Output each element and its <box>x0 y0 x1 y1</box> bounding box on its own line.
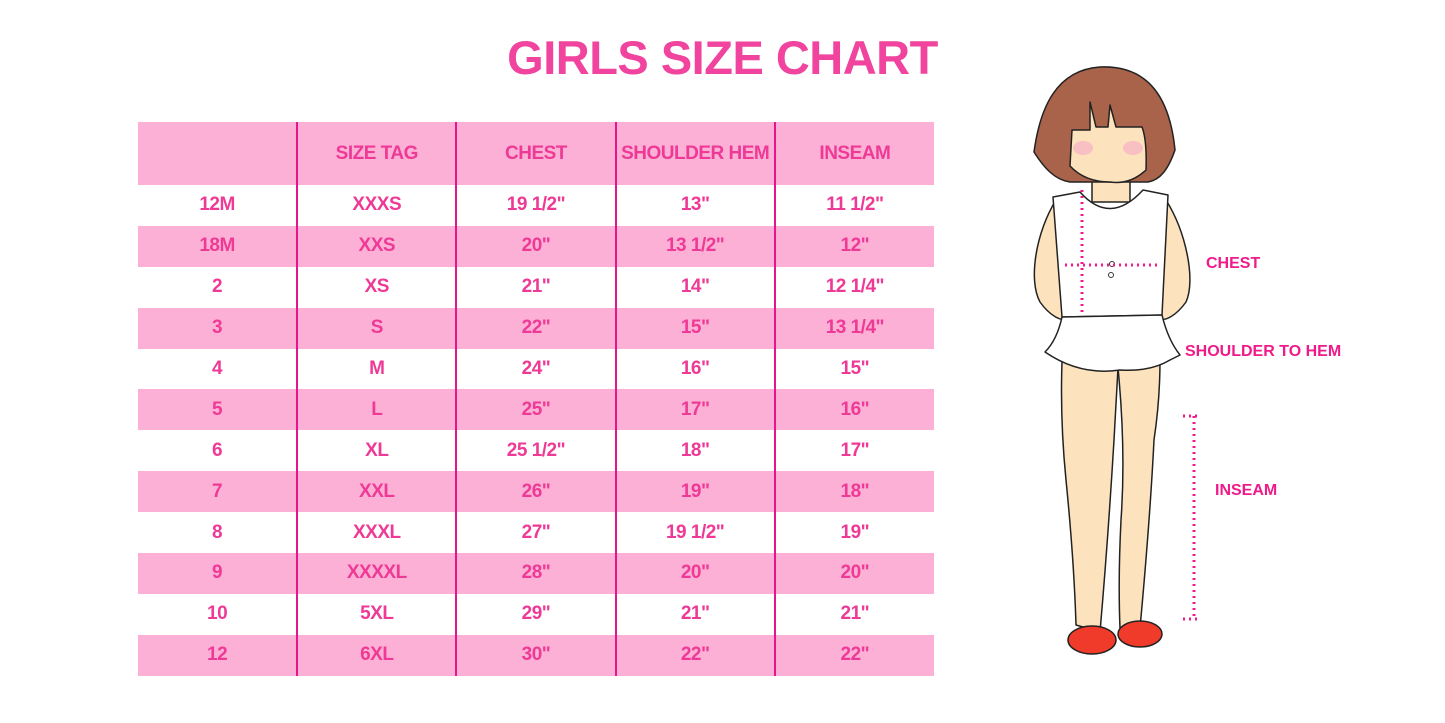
shoulder-to-hem-label: SHOULDER TO HEM <box>1185 343 1342 360</box>
cell-chest: 27" <box>455 512 616 554</box>
shirt <box>1052 189 1169 318</box>
cell-size-tag: M <box>296 348 457 390</box>
cell-inseam: 12" <box>773 225 934 267</box>
cell-shoulder-hem: 17" <box>614 389 775 431</box>
cell-size-tag: 6XL <box>296 634 457 676</box>
cell-size-tag: XXXL <box>296 512 457 554</box>
left-leg <box>1060 361 1119 633</box>
cell-chest: 28" <box>455 553 616 594</box>
skirt <box>1044 314 1181 372</box>
cell-chest: 19 1/2" <box>455 185 616 226</box>
cell-size: 3 <box>138 307 298 349</box>
table-row: 8 XXXL 27" 19 1/2" 19" <box>138 512 934 554</box>
cell-size-tag: XS <box>296 266 457 308</box>
left-shoe <box>1067 625 1117 655</box>
cell-chest: 20" <box>455 225 616 267</box>
cell-chest: 24" <box>455 348 616 390</box>
header-shoulder-hem: SHOULDER HEM <box>614 122 775 185</box>
header-size <box>138 122 298 185</box>
cell-shoulder-hem: 14" <box>614 266 775 308</box>
cell-chest: 26" <box>455 471 616 513</box>
cell-inseam: 11 1/2" <box>773 185 934 226</box>
right-leg <box>1117 359 1161 629</box>
header-size-tag: SIZE TAG <box>296 122 457 185</box>
cell-size: 2 <box>212 276 223 298</box>
cell-inseam: 17" <box>773 430 934 472</box>
table-row: 3 S 22" 15" 13 1/4" <box>138 307 934 349</box>
table-row: 12M XXXS 19 1/2" 13" 11 1/2" <box>138 185 934 226</box>
cell-inseam: 20" <box>773 553 934 594</box>
cell-size: 12 <box>138 634 298 676</box>
right-shoe <box>1117 620 1163 648</box>
table-row: 18M XXS 20" 13 1/2" 12" <box>138 225 934 267</box>
cell-chest: 22" <box>455 307 616 349</box>
cell-shoulder-hem: 13" <box>614 185 775 226</box>
inseam-label: INSEAM <box>1215 482 1278 499</box>
table-row: 7 XXL 26" 19" 18" <box>138 471 934 513</box>
cell-size: 7 <box>138 471 298 513</box>
header-inseam: INSEAM <box>773 122 934 185</box>
cell-size-tag: XL <box>296 430 457 472</box>
cell-shoulder-hem: 21" <box>614 593 775 635</box>
table-row: 4 M 24" 16" 15" <box>138 348 934 390</box>
chest-label: CHEST <box>1206 255 1261 272</box>
table-row: 12 6XL 30" 22" 22" <box>138 634 934 676</box>
cell-shoulder-hem: 22" <box>614 634 775 676</box>
cell-chest: 25 1/2" <box>455 430 616 472</box>
cell-inseam: 22" <box>773 634 934 676</box>
cell-size: 8 <box>212 521 223 543</box>
cell-size-tag: XXL <box>296 471 457 513</box>
cell-inseam: 21" <box>773 593 934 635</box>
cell-size: 10 <box>207 603 228 625</box>
cell-size-tag: XXXS <box>296 185 457 226</box>
cell-size: 5 <box>138 389 298 431</box>
page-title: GIRLS SIZE CHART <box>507 31 938 84</box>
cell-size-tag: S <box>296 307 457 349</box>
size-table: SIZE TAG CHEST SHOULDER HEM INSEAM 12M XX… <box>138 122 934 676</box>
cell-inseam: 12 1/4" <box>773 266 934 308</box>
cell-shoulder-hem: 19" <box>614 471 775 513</box>
cell-chest: 25" <box>455 389 616 431</box>
cell-size: 9 <box>138 553 298 594</box>
cell-size: 4 <box>212 358 223 379</box>
cell-size-tag: 5XL <box>296 593 457 635</box>
cell-size: 6 <box>212 439 223 461</box>
cell-size-tag: XXS <box>296 225 457 267</box>
cell-size-tag: L <box>296 389 457 431</box>
cell-inseam: 18" <box>773 471 934 513</box>
cell-size: 18M <box>138 225 298 267</box>
table-row: 9 XXXXL 28" 20" 20" <box>138 553 934 594</box>
cell-shoulder-hem: 19 1/2" <box>614 512 775 554</box>
cell-chest: 21" <box>455 266 616 308</box>
cell-shoulder-hem: 15" <box>614 307 775 349</box>
table-row: 5 L 25" 17" 16" <box>138 389 934 431</box>
cell-shoulder-hem: 20" <box>614 553 775 594</box>
cell-size: 12M <box>199 194 235 216</box>
table-row: 6 XL 25 1/2" 18" 17" <box>138 430 934 472</box>
header-chest: CHEST <box>455 122 616 185</box>
face <box>1069 101 1147 184</box>
table-row: 2 XS 21" 14" 12 1/4" <box>138 266 934 308</box>
cell-shoulder-hem: 18" <box>614 430 775 472</box>
cell-chest: 30" <box>455 634 616 676</box>
cell-inseam: 19" <box>773 512 934 554</box>
right-arm <box>1159 199 1191 320</box>
cell-shoulder-hem: 16" <box>614 348 775 390</box>
cell-shoulder-hem: 13 1/2" <box>614 225 775 267</box>
table-row: 10 5XL 29" 21" 21" <box>138 593 934 635</box>
cell-inseam: 15" <box>773 348 934 390</box>
table-header-row: SIZE TAG CHEST SHOULDER HEM INSEAM <box>138 122 934 185</box>
cell-size-tag: XXXXL <box>296 553 457 594</box>
cell-chest: 29" <box>455 593 616 635</box>
cell-inseam: 13 1/4" <box>773 307 934 349</box>
cell-inseam: 16" <box>773 389 934 431</box>
